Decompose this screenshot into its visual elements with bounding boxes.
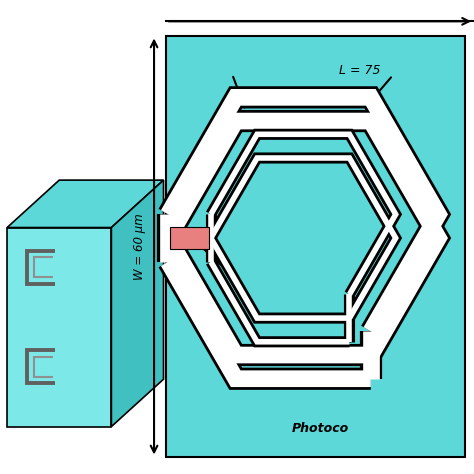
Polygon shape <box>7 228 111 427</box>
Polygon shape <box>7 180 164 228</box>
Text: Photoco: Photoco <box>292 422 348 435</box>
Bar <box>170 228 209 249</box>
Text: L = 75: L = 75 <box>339 64 381 76</box>
Text: W = 60 μm: W = 60 μm <box>133 213 146 280</box>
Bar <box>166 36 465 457</box>
Polygon shape <box>111 180 164 427</box>
